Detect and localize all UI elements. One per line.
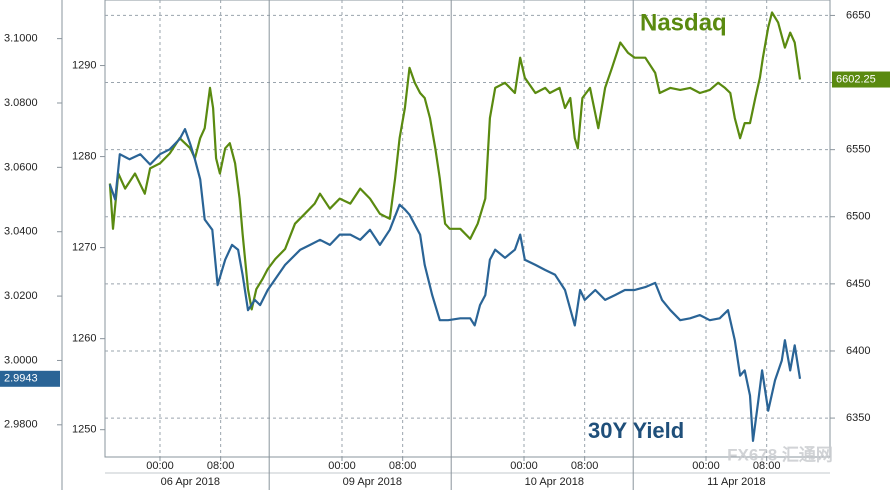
date-label: 06 Apr 2018 — [161, 476, 220, 488]
date-label: 11 Apr 2018 — [707, 476, 766, 488]
x-tick-label: 08:00 — [571, 460, 599, 472]
x-tick-label: 00:00 — [692, 460, 720, 472]
series-line — [108, 128, 802, 442]
x-tick-label: 08:00 — [389, 460, 417, 472]
y3-tick-label: 1260 — [72, 333, 96, 345]
y-tick-label: 3.0600 — [4, 161, 38, 173]
y-tick-label: 3.0400 — [4, 226, 38, 238]
y2-tick-label: 6550 — [846, 144, 870, 156]
y3-tick-label: 1250 — [72, 424, 96, 436]
last-value-box — [832, 71, 890, 88]
last-value-label: 6602.25 — [836, 73, 876, 85]
y2-tick-label: 6400 — [846, 345, 870, 357]
series-label: Nasdaq — [640, 9, 727, 36]
y2-tick-label: 6500 — [846, 211, 870, 223]
x-tick-label: 00:00 — [146, 460, 174, 472]
date-label: 09 Apr 2018 — [343, 476, 402, 488]
y-tick-label: 3.0800 — [4, 97, 38, 109]
date-label: 10 Apr 2018 — [525, 476, 584, 488]
y3-tick-label: 1270 — [72, 242, 96, 254]
y-tick-label: 3.0000 — [4, 354, 38, 366]
x-tick-label: 08:00 — [753, 460, 781, 472]
x-tick-label: 00:00 — [328, 460, 356, 472]
watermark: FX678 汇通网 — [727, 445, 833, 464]
y-tick-label: 2.9800 — [4, 419, 38, 431]
y3-tick-label: 1290 — [72, 59, 96, 71]
x-tick-label: 00:00 — [510, 460, 538, 472]
plot-area — [104, 0, 831, 458]
y2-tick-label: 6450 — [846, 278, 870, 290]
last-value-box — [0, 370, 60, 387]
series-line — [108, 11, 802, 311]
series-label: 30Y Yield — [588, 418, 684, 443]
y3-tick-label: 1280 — [72, 150, 96, 162]
x-tick-label: 08:00 — [207, 460, 235, 472]
y-tick-label: 3.1000 — [4, 33, 38, 45]
y2-tick-label: 6650 — [846, 9, 870, 21]
y-tick-label: 3.0200 — [4, 290, 38, 302]
y2-tick-label: 6350 — [846, 412, 870, 424]
last-value-label: 2.9943 — [4, 373, 38, 385]
